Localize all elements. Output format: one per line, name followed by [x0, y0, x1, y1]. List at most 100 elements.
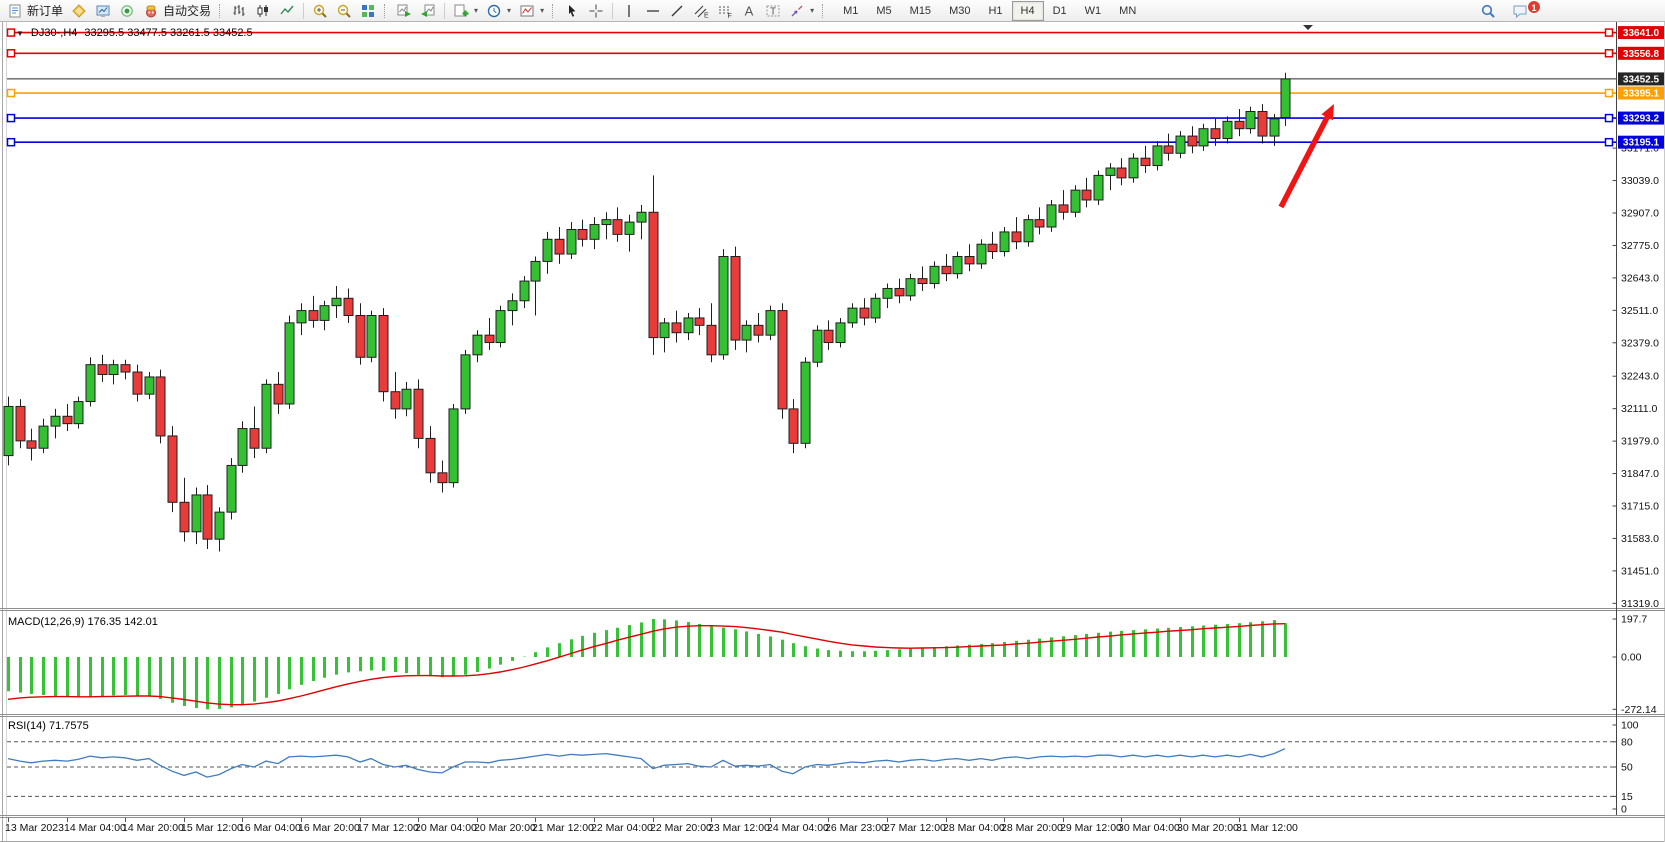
time-axis-label: 16 Mar 04:00	[239, 822, 301, 834]
periods-button[interactable]: ▾	[482, 1, 515, 21]
line-chart-button[interactable]	[275, 1, 299, 21]
candle-body	[999, 231, 1010, 253]
chevron-down-icon: ▾	[474, 6, 479, 15]
chart-header[interactable]: ▼ DJ30-,H4 33295.5 33477.5 33261.5 33452…	[16, 27, 253, 39]
candle-body	[554, 238, 565, 255]
price-axis-tick-label: 31979.0	[1621, 436, 1659, 448]
timeframe-M5[interactable]: M5	[867, 1, 900, 21]
toolbar-right: 1	[1476, 0, 1541, 22]
price-tag-label: 33395.1	[1623, 89, 1660, 100]
new-order-button[interactable]: 新订单	[3, 1, 67, 21]
zoom-in-button[interactable]	[308, 1, 332, 21]
time-axis-label: 14 Mar 20:00	[122, 822, 184, 834]
candle-body	[1081, 189, 1092, 201]
metaeditor-icon	[71, 3, 87, 19]
fibonacci-button[interactable]: F	[713, 1, 737, 21]
line-handle[interactable]	[1604, 28, 1614, 37]
timeframe-M15[interactable]: M15	[901, 1, 940, 21]
line-handle[interactable]	[6, 88, 16, 98]
timeframe-D1[interactable]: D1	[1044, 1, 1076, 21]
timeframe-MN[interactable]: MN	[1110, 1, 1145, 21]
strategy-tester-button[interactable]	[392, 1, 416, 21]
candle-body	[788, 408, 799, 444]
market-watch-button[interactable]	[91, 1, 115, 21]
vertical-line-button[interactable]	[617, 1, 641, 21]
candle-body	[226, 464, 237, 513]
line-handle[interactable]	[6, 137, 16, 147]
candle-body	[167, 435, 178, 503]
line-handle[interactable]	[6, 113, 16, 123]
zoom-out-button[interactable]	[332, 1, 356, 21]
candle-body	[1257, 110, 1268, 137]
price-axis-tick-label: 32243.0	[1621, 371, 1659, 383]
equidistant-channel-button[interactable]: E	[689, 1, 713, 21]
candle-body	[261, 383, 272, 449]
candle-body	[941, 265, 952, 275]
candle-body	[800, 361, 811, 444]
trend-arrow-shaft[interactable]	[1278, 112, 1332, 209]
candle-body	[507, 300, 518, 312]
candle-body	[1116, 167, 1127, 179]
bar-chart-button[interactable]	[227, 1, 251, 21]
horizontal-line-button[interactable]	[641, 1, 665, 21]
arrows-button[interactable]: ▾	[785, 1, 818, 21]
rsi-axis-tick-label: 80	[1621, 736, 1633, 748]
macd-signal-line	[7, 623, 1286, 706]
timeframe-M30[interactable]: M30	[940, 1, 979, 21]
price-axis-tick-label: 32511.0	[1621, 305, 1658, 317]
market-watch-icon	[95, 3, 111, 19]
line-handle[interactable]	[1604, 137, 1614, 147]
price-axis-tick-label: 33039.0	[1621, 175, 1659, 187]
autotrading-icon	[143, 3, 159, 19]
price-axis-tick-label: 32643.0	[1621, 272, 1659, 284]
price-chart-canvas[interactable]: 33171.033039.032907.032775.032643.032511…	[0, 22, 1665, 842]
toolbar-grip	[384, 3, 388, 18]
timeframe-M1[interactable]: M1	[834, 1, 867, 21]
candle-body	[624, 221, 635, 235]
svg-text:T: T	[770, 6, 776, 17]
toolbar-separator	[303, 2, 305, 19]
zoom-in-icon	[312, 3, 328, 19]
tile-windows-button[interactable]	[356, 1, 380, 21]
trend-arrow-head[interactable]	[1321, 104, 1334, 121]
time-axis-label: 28 Mar 20:00	[1001, 822, 1063, 834]
candle-body	[273, 383, 284, 405]
metaeditor-button[interactable]	[67, 1, 91, 21]
crosshair-button[interactable]	[584, 1, 608, 21]
autotrading-button[interactable]: 自动交易	[139, 1, 215, 21]
chart-shift-marker[interactable]	[1303, 25, 1313, 30]
templates-button[interactable]: ▾	[515, 1, 548, 21]
trendline-button[interactable]	[665, 1, 689, 21]
price-axis-tick-label: 32775.0	[1621, 240, 1659, 252]
timeframe-H1[interactable]: H1	[979, 1, 1011, 21]
svg-text:F: F	[728, 13, 732, 19]
notifications-button[interactable]: 1	[1508, 0, 1541, 21]
line-handle[interactable]	[1604, 88, 1614, 98]
text-button[interactable]: A	[737, 1, 761, 21]
bar-chart-icon	[231, 3, 247, 19]
line-handle[interactable]	[1604, 49, 1614, 58]
candle-body	[835, 322, 846, 344]
indicators-button[interactable]: ▾	[449, 1, 482, 21]
text-label-button[interactable]: T	[761, 1, 785, 21]
signals-button[interactable]	[115, 1, 139, 21]
time-axis-label: 28 Mar 04:00	[943, 822, 1005, 834]
line-handle[interactable]	[6, 28, 16, 37]
candle-body	[132, 371, 143, 395]
crosshair-icon	[588, 3, 604, 19]
timeframe-W1[interactable]: W1	[1076, 1, 1111, 21]
timeframe-H4[interactable]: H4	[1011, 0, 1044, 21]
chart-dropdown-icon[interactable]: ▼	[16, 28, 24, 38]
candle-body	[191, 494, 202, 533]
text-icon: A	[741, 3, 757, 19]
candle-body	[683, 317, 694, 334]
toolbar-separator	[444, 2, 446, 19]
candlestick-chart-button[interactable]	[251, 1, 275, 21]
search-button[interactable]	[1476, 1, 1500, 21]
line-handle[interactable]	[6, 49, 16, 58]
cursor-button[interactable]	[560, 1, 584, 21]
candle-body	[741, 324, 752, 341]
data-window-button[interactable]	[416, 1, 440, 21]
toolbar-grip	[219, 3, 223, 18]
line-handle[interactable]	[1604, 113, 1614, 123]
